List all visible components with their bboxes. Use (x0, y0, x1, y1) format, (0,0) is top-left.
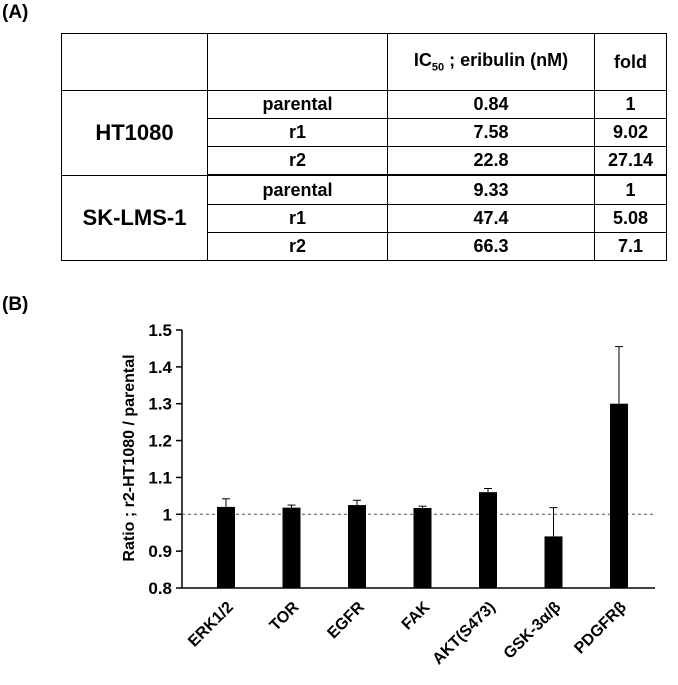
ic50-cell: 7.58 (387, 118, 595, 148)
table-row: HT1080 parental 0.84 1 (61, 89, 667, 176)
y-tick-label: 1 (163, 505, 172, 524)
bar (479, 492, 497, 588)
bar (413, 508, 432, 588)
bar (348, 505, 366, 588)
table-row: r2 22.8 27.14 (62, 146, 667, 177)
header-empty-1 (61, 33, 208, 91)
table-row: SK-LMS-1 parental 9.33 1 (61, 174, 667, 262)
y-tick-label: 1.1 (148, 468, 172, 487)
condition-cell: r2 (207, 146, 388, 177)
table-row: r1 7.58 9.02 (62, 118, 667, 148)
header-ic50: IC50 ; eribulin (nM) (387, 33, 595, 91)
fold-cell: 27.14 (594, 146, 667, 177)
fold-cell: 1 (594, 174, 667, 205)
chart-layer: 0.8 0.9 1 1.1 1.2 1.3 1.4 1.5 Ratio ; r2-HT1080 … (121, 321, 655, 668)
fold-cell: 7.1 (594, 231, 667, 262)
ic50-cell: 47.4 (387, 203, 595, 233)
x-tick-label: FAK (399, 598, 434, 633)
fold-cell: 9.02 (594, 118, 667, 148)
bar (282, 507, 301, 588)
header-fold: fold (594, 33, 667, 91)
fold-cell: 5.08 (594, 203, 667, 233)
bar-chart: 0.8 0.9 1 1.1 1.2 1.3 1.4 1.5 Ratio ; r2-HT1080 … (121, 321, 655, 668)
cell-line-label: SK-LMS-1 (61, 174, 208, 262)
y-tick-label: 1.5 (148, 321, 172, 340)
y-tick-label: 0.9 (148, 542, 172, 561)
ic50-cell: 22.8 (387, 146, 595, 177)
bar (610, 403, 628, 588)
panel-a-label: (A) (2, 2, 29, 23)
fold-cell: 1 (594, 89, 667, 120)
ic50-cell: 66.3 (387, 231, 595, 262)
x-tick-label: ERK1/2 (185, 599, 237, 651)
ic50-cell: 0.84 (387, 89, 595, 120)
bar (544, 536, 563, 588)
condition-cell: r2 (207, 231, 388, 262)
condition-cell: parental (207, 174, 388, 205)
condition-cell: parental (207, 89, 388, 120)
table-row: r2 66.3 7.1 (62, 231, 667, 262)
x-tick-label: PDGFRβ (571, 599, 630, 658)
ic50-cell: 9.33 (387, 174, 595, 205)
y-tick-label: 1.3 (148, 395, 172, 414)
condition-cell: r1 (207, 203, 388, 233)
ic50-table: IC50 ; eribulin (nM) fold HT1080 parenta… (61, 33, 667, 262)
y-tick-label: 1.2 (148, 432, 172, 451)
y-tick-label: 0.8 (148, 579, 172, 598)
panel-b-label: (B) (2, 294, 29, 315)
y-axis-label: Ratio ; r2-HT1080 / parental (121, 354, 138, 561)
condition-cell: r1 (207, 118, 388, 148)
x-tick-label: GSK-3α/β (501, 599, 565, 663)
x-tick-label: EGFR (324, 598, 368, 642)
table-row: r1 47.4 5.08 (62, 203, 667, 233)
cell-line-label: HT1080 (61, 90, 208, 176)
header-empty-2 (207, 33, 388, 91)
bar (217, 506, 235, 588)
table-header-row: IC50 ; eribulin (nM) fold (61, 33, 667, 91)
x-tick-label: AKT(S473) (430, 599, 499, 668)
y-tick-label: 1.4 (148, 358, 172, 377)
x-tick-label: TOR (267, 598, 303, 634)
